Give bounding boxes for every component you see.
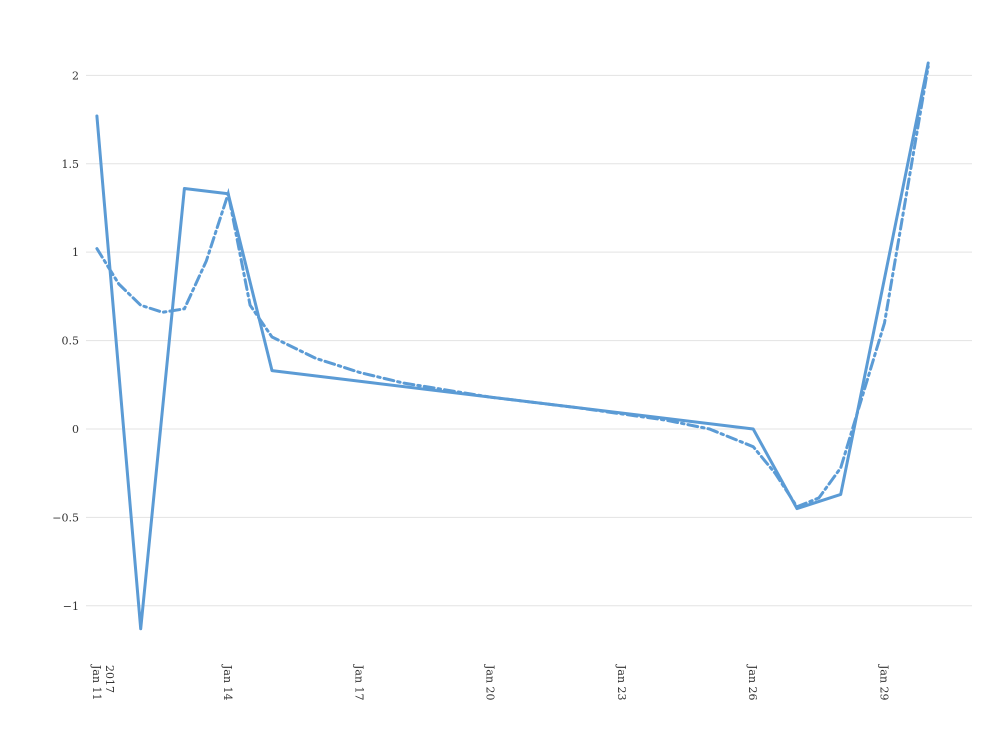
x-tick-label: Jan 14: [221, 664, 234, 701]
x-tick-label: Jan 11: [90, 664, 103, 701]
y-tick-label: 1: [72, 246, 79, 259]
x-tick-label: Jan 17: [352, 664, 365, 701]
y-axis-ticks: 2 1.5 1 0.5 0 −0.5 −1: [52, 69, 79, 612]
y-tick-label: 0: [72, 423, 79, 436]
y-tick-label: −0.5: [52, 511, 79, 524]
x-tick-label: Jan 20: [484, 664, 497, 701]
y-tick-label: 2: [72, 69, 79, 82]
y-tick-label: −1: [63, 600, 79, 613]
series-line-solid: [95, 61, 930, 631]
y-tick-label: 0.5: [62, 335, 80, 348]
x-tick-label: Jan 26: [746, 664, 759, 701]
x-tick-label: Jan 23: [615, 664, 628, 701]
x-tick-label: Jan 29: [877, 664, 890, 701]
series-line-dash-dot: [95, 65, 930, 509]
gridlines: [86, 74, 972, 607]
x-axis-ticks: Jan 11 2017 Jan 14 Jan 17 Jan 20 Jan 23 Jan 26…: [90, 664, 891, 701]
x-tick-sublabel: 2017: [103, 665, 116, 693]
y-tick-label: 1.5: [62, 158, 80, 171]
series-group: [95, 61, 930, 631]
